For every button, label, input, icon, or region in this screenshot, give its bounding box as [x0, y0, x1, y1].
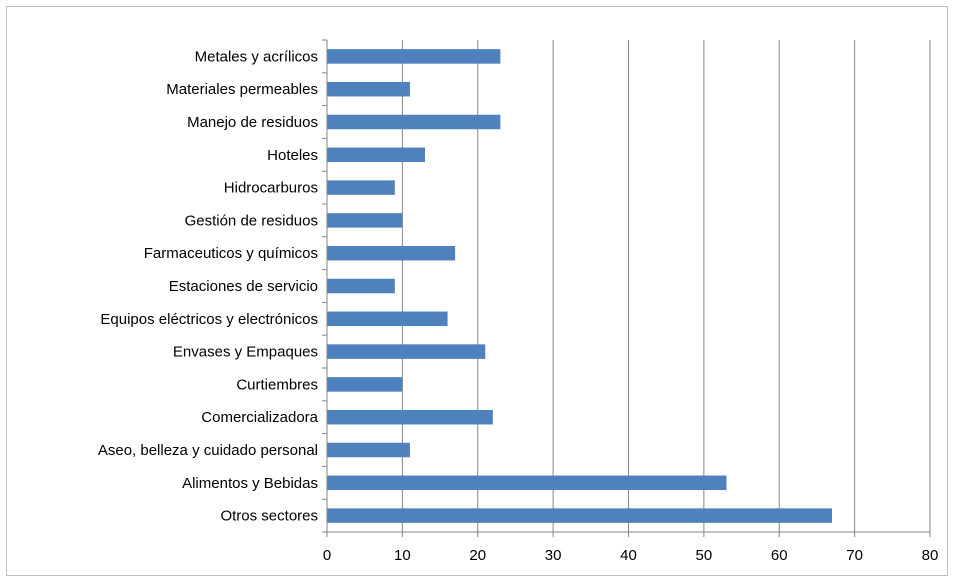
bar — [327, 147, 425, 163]
category-labels: Otros sectores Alimentos y Bebidas Aseo, b… — [98, 48, 319, 524]
bar — [327, 180, 395, 195]
x-tick-label: 40 — [620, 547, 637, 564]
category-label: Manejo de residuos — [187, 114, 318, 131]
bar — [327, 475, 727, 491]
x-tick-label: 0 — [323, 547, 331, 564]
bar — [327, 278, 395, 294]
bars — [327, 49, 833, 523]
bar — [327, 213, 403, 228]
bar — [327, 409, 493, 425]
category-label: Comercializadora — [201, 409, 318, 426]
bar — [327, 114, 501, 130]
x-tick-label: 80 — [922, 547, 939, 564]
x-tick-label: 30 — [545, 547, 562, 564]
category-label: Otros sectores — [220, 508, 318, 525]
category-label: Hidrocarburos — [224, 180, 318, 197]
category-label: Metales y acrílicos — [195, 48, 318, 65]
category-label: Curtiembres — [236, 376, 318, 393]
bar — [327, 442, 410, 458]
bar — [327, 311, 448, 327]
bar — [327, 49, 501, 64]
gridlines — [401, 40, 931, 532]
bar — [327, 81, 410, 97]
category-label: Alimentos y Bebidas — [182, 475, 318, 492]
x-tick-label: 60 — [771, 547, 788, 564]
category-label: Estaciones de servicio — [169, 278, 318, 295]
category-label: Materiales permeables — [166, 81, 318, 98]
category-label: Farmaceuticos y químicos — [144, 245, 318, 262]
tick-labels: 0 10 20 30 40 50 60 70 80 — [323, 547, 939, 564]
category-label: Hoteles — [267, 147, 318, 164]
x-tick-label: 20 — [469, 547, 486, 564]
category-label: Gestión de residuos — [185, 212, 318, 229]
x-tick-label: 70 — [846, 547, 863, 564]
bar — [327, 245, 456, 261]
category-label: Equipos eléctricos y electrónicos — [100, 311, 318, 328]
bar — [327, 344, 486, 359]
x-tick-label: 10 — [394, 547, 411, 564]
x-tick-label: 50 — [696, 547, 713, 564]
bar — [327, 508, 833, 523]
category-label: Envases y Empaques — [173, 344, 318, 361]
bar — [327, 377, 403, 392]
axes — [322, 39, 931, 537]
category-label: Aseo, belleza y cuidado personal — [98, 442, 318, 459]
